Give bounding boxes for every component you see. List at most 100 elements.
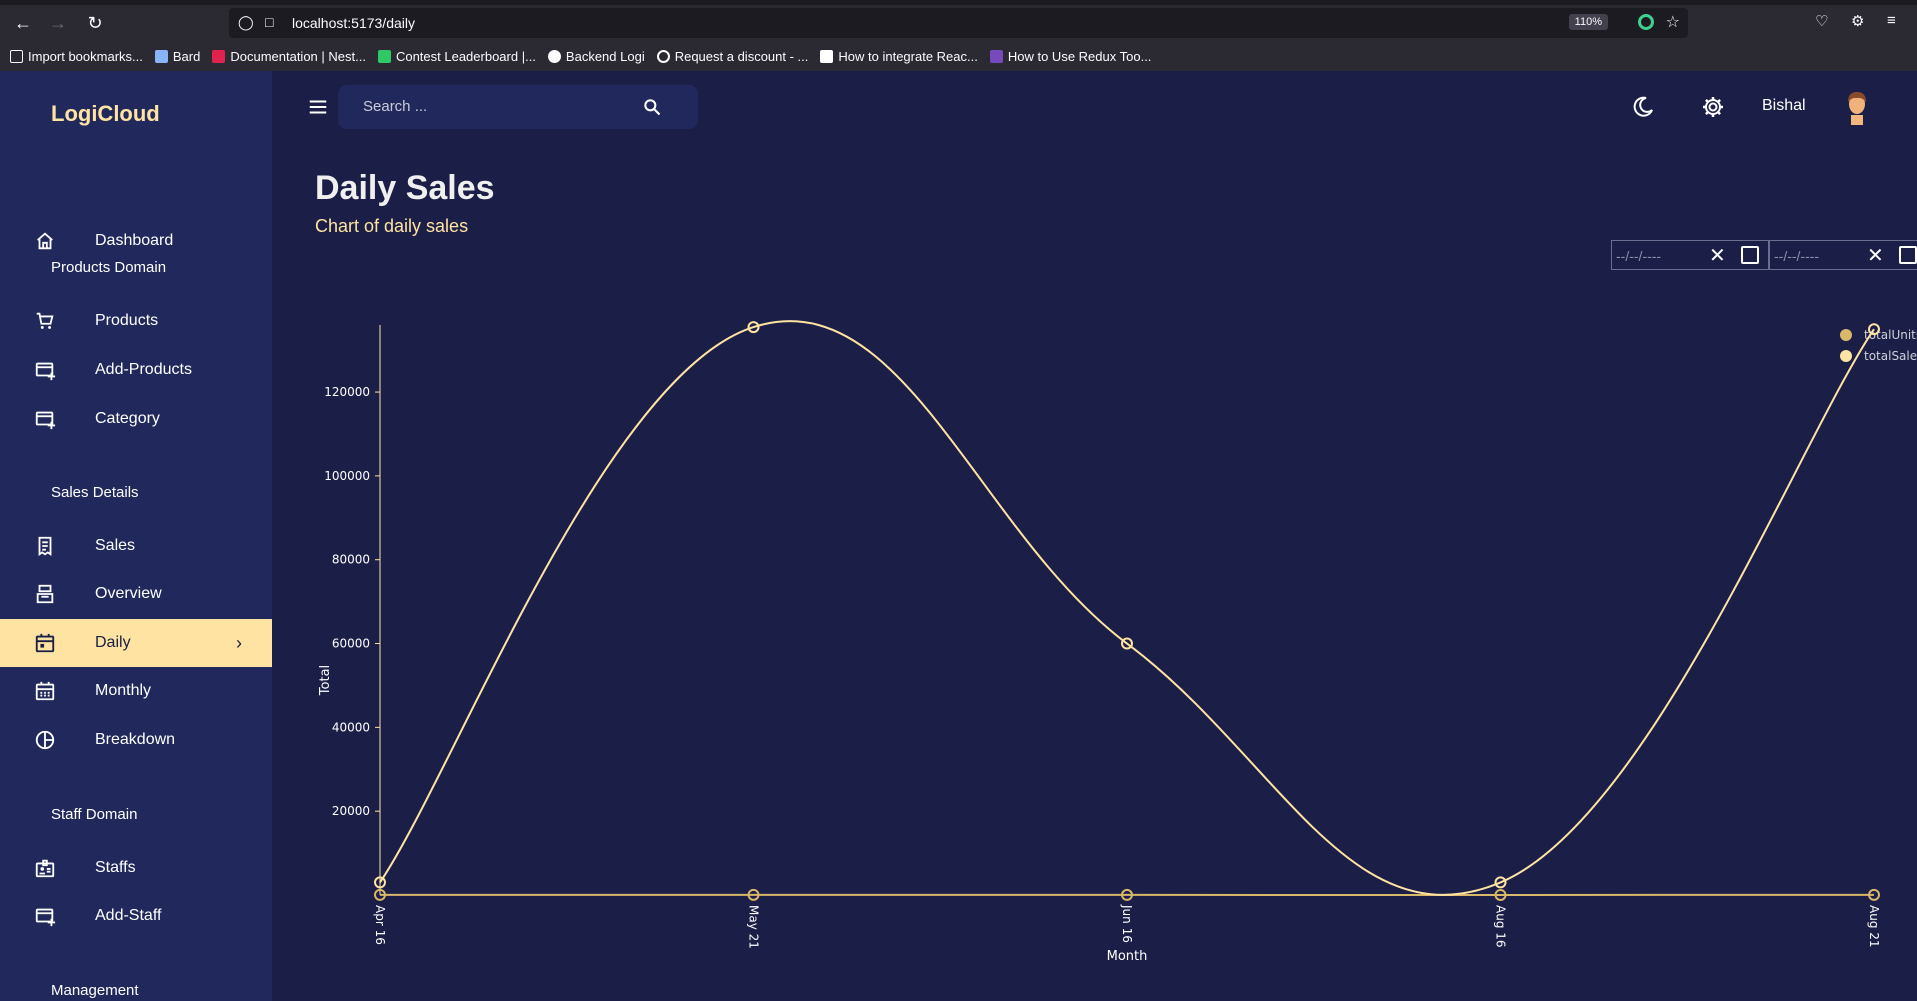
bookmark-item[interactable]: How to Use Redux Too... [989, 49, 1151, 64]
username[interactable]: Bishal [1762, 97, 1806, 114]
avatar[interactable] [1842, 89, 1872, 125]
extension-icon[interactable] [1638, 14, 1654, 30]
sidebar-item-overview[interactable]: Overview [0, 570, 272, 618]
y-tick-label: 80000 [332, 553, 370, 567]
bookmark-item[interactable]: Import bookmarks... [10, 49, 143, 64]
sidebar-item-category[interactable]: Category [0, 395, 272, 443]
receipt-icon [38, 536, 52, 556]
bookmark-label: Contest Leaderboard |... [395, 48, 536, 64]
legend-symbol [1840, 350, 1852, 362]
data-point-totalUnits [1494, 888, 1507, 901]
bookmark-item[interactable]: Bard [154, 48, 201, 64]
sidebar-item-daily[interactable]: Daily › [0, 619, 272, 667]
section-products-domain: Products Domain [51, 259, 167, 276]
bookmark-item[interactable]: Contest Leaderboard |... [377, 48, 536, 64]
pie-chart-icon [35, 730, 55, 750]
bookmark-item[interactable]: Backend Logi [547, 48, 645, 64]
redux-icon [989, 49, 1003, 63]
search-bar[interactable]: Search ... [338, 85, 698, 129]
sidebar-item-label: Add-Products [95, 361, 192, 378]
back-icon[interactable]: ← [14, 13, 32, 33]
x-tick-label: Jun 16 [1120, 904, 1134, 943]
hamburger-menu-icon[interactable] [307, 96, 329, 118]
daily-sales-chart: 20000 40000 60000 80000 100000 120000 Total Apr… [318, 320, 1917, 964]
data-point-totalSales [1121, 637, 1133, 650]
sidebar-item-products[interactable]: Products [0, 297, 272, 345]
series-line-totalSales [379, 320, 1875, 896]
browser-chrome: ← → ↻ ◯ □ localhost:5173/daily 110% ☆ ♡ … [0, 0, 1917, 71]
data-point-totalSales [1868, 323, 1880, 336]
section-staff-domain: Staff Domain [51, 806, 138, 823]
hackerrank-icon [377, 49, 391, 63]
start-date-picker[interactable]: --/--/---- ✕ [1611, 240, 1769, 270]
app-logo[interactable]: LogiCloud [51, 101, 160, 126]
search-icon[interactable] [642, 97, 662, 117]
bookmark-item[interactable]: Documentation | Nest... [212, 49, 366, 64]
sidebar-item-label: Sales [95, 537, 136, 554]
calendar-icon[interactable] [1741, 246, 1759, 264]
end-date-picker[interactable]: --/--/---- ✕ [1769, 240, 1917, 270]
reload-icon[interactable]: ↻ [87, 13, 103, 33]
menu-icon[interactable]: ≡ [1887, 12, 1896, 29]
settings-gear-icon[interactable] [1701, 95, 1725, 119]
bookmarks-bar: Import bookmarks... Bard Documentation |… [0, 44, 1917, 68]
sidebar: LogiCloud Dashboard Products Domain Prod… [0, 71, 272, 1001]
calendar-icon[interactable] [1899, 246, 1917, 264]
x-axis-label: Month [1107, 949, 1148, 964]
sidebar-item-dashboard[interactable]: Dashboard [0, 217, 272, 265]
zoom-badge[interactable]: 110% [1568, 14, 1608, 30]
legend-symbol [1840, 329, 1852, 341]
dark-mode-icon[interactable] [1631, 95, 1655, 119]
sidebar-item-add-products[interactable]: Add-Products [0, 346, 272, 394]
sidebar-item-label: Daily [95, 634, 131, 651]
bookmark-label: Backend Logi [565, 48, 645, 64]
extensions-icon[interactable]: ⚙ [1851, 13, 1865, 30]
x-tick-label: Aug 16 [1494, 905, 1508, 948]
bookmark-label: Bard [172, 48, 201, 64]
y-tick-label: 40000 [332, 720, 370, 734]
url-host: localhost [292, 15, 348, 31]
sidebar-item-label: Products [95, 312, 159, 329]
page-icon: □ [265, 14, 274, 30]
sidebar-item-breakdown[interactable]: Breakdown [0, 716, 272, 764]
badge-icon [35, 859, 55, 878]
bookmark-item[interactable]: Request a discount - ... [656, 48, 809, 64]
sidebar-item-label: Monthly [95, 682, 152, 699]
data-point-totalSales [1494, 876, 1507, 889]
data-point-totalUnits [1121, 888, 1133, 901]
home-icon [37, 232, 53, 250]
data-point-totalUnits [1868, 888, 1880, 901]
bookmark-item[interactable]: How to integrate Reac... [820, 49, 978, 64]
y-tick-label: 60000 [332, 637, 370, 651]
start-date-input[interactable]: --/--/---- [1616, 248, 1662, 264]
sidebar-item-monthly[interactable]: Monthly [0, 667, 272, 715]
github-icon [656, 49, 670, 63]
chevron-right-icon: › [236, 632, 242, 653]
search-input[interactable]: Search ... [363, 98, 428, 115]
shield-icon[interactable]: ◯ [238, 14, 254, 30]
address-bar[interactable]: ◯ □ localhost:5173/daily 110% ☆ [229, 8, 1688, 38]
y-tick-label: 100000 [324, 469, 370, 483]
end-date-input[interactable]: --/--/---- [1774, 248, 1820, 264]
sidebar-item-add-staff[interactable]: Add-Staff [0, 892, 272, 940]
import-icon [10, 49, 23, 63]
url-text[interactable]: localhost:5173/daily [292, 15, 415, 31]
forward-icon[interactable]: → [49, 13, 67, 33]
pocket-icon[interactable]: ♡ [1815, 13, 1829, 30]
bookmark-label: Documentation | Nest... [230, 48, 366, 64]
clear-icon[interactable]: ✕ [1867, 245, 1884, 267]
calendar-month-icon [35, 681, 55, 701]
data-point-totalSales [374, 876, 386, 889]
card-add-icon [35, 411, 56, 430]
sidebar-item-label: Dashboard [95, 232, 174, 249]
legend-label: totalSales [1864, 349, 1917, 363]
calendar-today-icon [35, 633, 55, 653]
data-point-totalUnits [374, 888, 386, 901]
clear-icon[interactable]: ✕ [1709, 245, 1726, 267]
sidebar-item-staffs[interactable]: Staffs [0, 844, 272, 892]
tab-strip [0, 0, 1917, 5]
bookmark-label: Import bookmarks... [28, 48, 143, 64]
sidebar-item-sales[interactable]: Sales [0, 522, 272, 570]
bookmark-label: Request a discount - ... [674, 48, 809, 64]
bookmark-star-icon[interactable]: ☆ [1665, 14, 1680, 31]
